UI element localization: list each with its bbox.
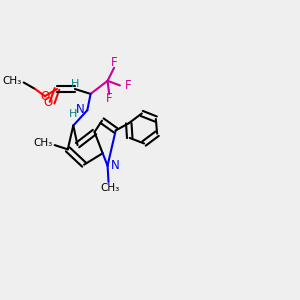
Text: CH₃: CH₃ <box>101 183 120 193</box>
Text: F: F <box>106 92 112 105</box>
Text: F: F <box>111 56 117 69</box>
Text: N: N <box>76 103 85 116</box>
Text: CH₃: CH₃ <box>34 138 53 148</box>
Text: O: O <box>44 96 53 109</box>
Text: O: O <box>40 90 50 103</box>
Text: N: N <box>111 159 120 172</box>
Text: H: H <box>68 109 77 119</box>
Text: H: H <box>71 79 79 89</box>
Text: CH₃: CH₃ <box>2 76 22 85</box>
Text: F: F <box>124 79 131 92</box>
